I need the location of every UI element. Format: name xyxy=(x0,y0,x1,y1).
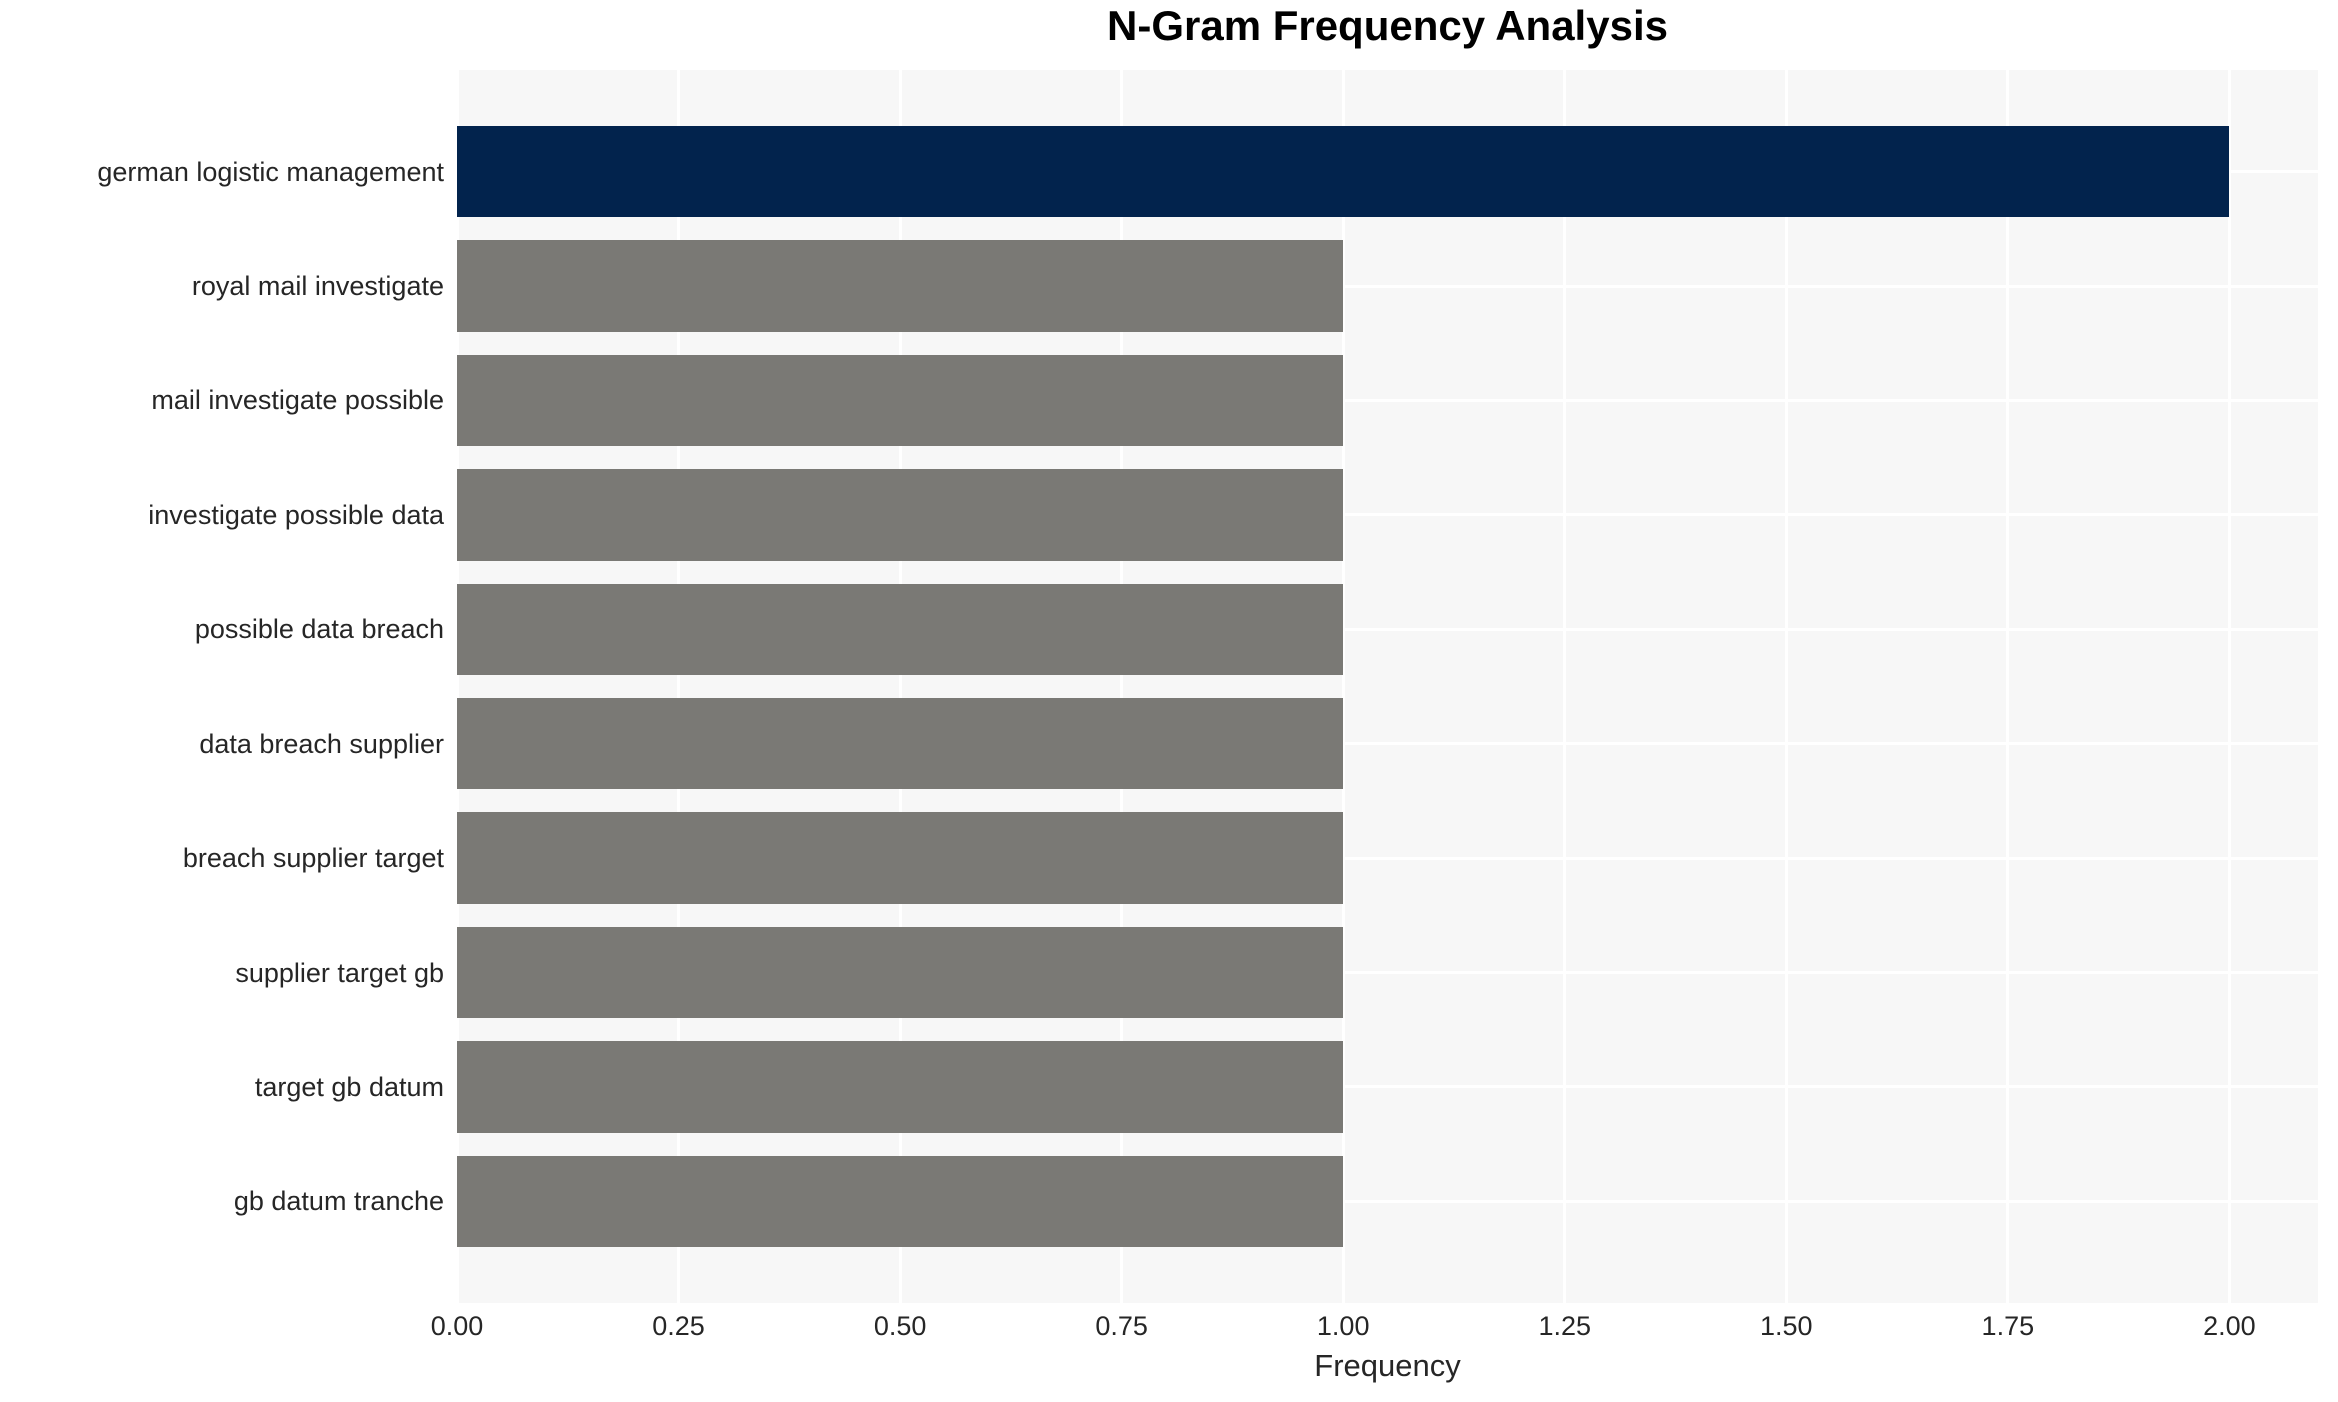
x-tick-label: 1.50 xyxy=(1760,1311,1813,1341)
x-axis-label: Frequency xyxy=(1314,1348,1461,1383)
gridline-h xyxy=(457,284,2318,288)
y-axis-label: mail investigate possible xyxy=(151,385,444,416)
bar xyxy=(457,469,1344,561)
gridline-h xyxy=(457,856,2318,860)
bar xyxy=(457,125,2230,218)
gridline-h xyxy=(457,742,2318,746)
y-axis-label: gb datum tranche xyxy=(233,1186,444,1217)
gridline-h xyxy=(457,513,2318,517)
x-tick-label: 0.25 xyxy=(652,1311,705,1341)
x-tick-label: 0.75 xyxy=(1095,1311,1148,1341)
bar xyxy=(457,240,1344,332)
x-tick-label: 1.25 xyxy=(1538,1311,1592,1341)
gridline-h xyxy=(457,1085,2318,1089)
x-tick-label: 0.00 xyxy=(430,1311,484,1341)
chart-title: N-Gram Frequency Analysis xyxy=(1107,2,1668,49)
x-tick-label: 0.50 xyxy=(873,1311,927,1341)
bar xyxy=(457,1155,1344,1248)
gridline-v xyxy=(2006,70,2010,1303)
gridline-v xyxy=(1120,70,1124,1303)
bar xyxy=(457,697,1344,790)
y-axis-label: target gb datum xyxy=(254,1071,444,1102)
y-axis-label: german logistic management xyxy=(97,156,444,187)
y-axis-label: royal mail investigate xyxy=(191,271,444,302)
gridline-v xyxy=(1341,70,1345,1303)
gridline-h xyxy=(457,971,2318,975)
gridline-v xyxy=(898,70,902,1303)
plot-area xyxy=(455,70,2318,1303)
gridline-v xyxy=(2227,70,2231,1303)
gridline-v xyxy=(455,70,459,1303)
x-tick-label: 1.75 xyxy=(1981,1311,2035,1341)
y-axis-label: breach supplier target xyxy=(182,843,444,874)
bar xyxy=(457,354,1344,447)
y-axis-label: possible data breach xyxy=(194,614,444,645)
gridline-h xyxy=(457,1199,2318,1203)
gridline-v xyxy=(1784,70,1788,1303)
gridline-v xyxy=(677,70,681,1303)
bar xyxy=(457,926,1344,1019)
gridline-h xyxy=(457,627,2318,631)
y-axis-label: data breach supplier xyxy=(199,728,444,759)
bar xyxy=(457,1041,1344,1133)
bar xyxy=(457,583,1344,676)
y-axis-label: supplier target gb xyxy=(235,957,444,988)
gridline-v xyxy=(1563,70,1567,1303)
bar xyxy=(457,812,1344,904)
gridline-h xyxy=(457,398,2318,402)
y-axis-label: investigate possible data xyxy=(148,499,444,530)
x-tick-label: 1.00 xyxy=(1316,1311,1370,1341)
x-tick-label: 2.00 xyxy=(2203,1311,2256,1341)
